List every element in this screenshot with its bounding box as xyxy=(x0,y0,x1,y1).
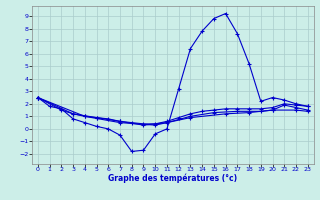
X-axis label: Graphe des températures (°c): Graphe des températures (°c) xyxy=(108,174,237,183)
